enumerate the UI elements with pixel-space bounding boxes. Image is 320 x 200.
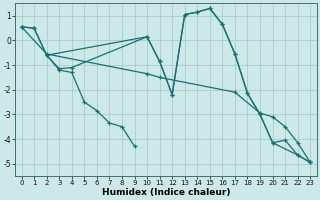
X-axis label: Humidex (Indice chaleur): Humidex (Indice chaleur) — [102, 188, 230, 197]
